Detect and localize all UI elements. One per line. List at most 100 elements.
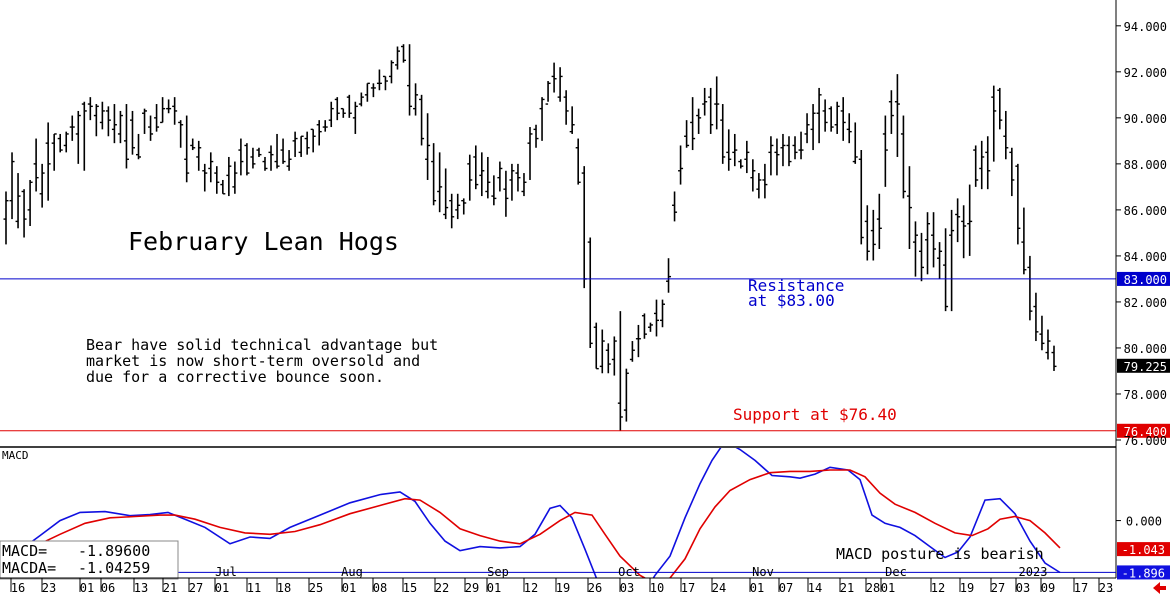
price-bar (413, 83, 419, 116)
price-bar (666, 258, 672, 293)
macd-readout-label: MACD= (2, 542, 47, 560)
price-bars (3, 44, 1057, 431)
y-tick-label: 80.000 (1124, 342, 1167, 356)
macd-badge-label-0: -1.043 (1122, 543, 1165, 557)
price-bar (99, 101, 105, 130)
x-tick-label: 01 (487, 581, 501, 595)
price-bar (310, 128, 316, 153)
price-bar (834, 101, 840, 134)
x-tick-label: 17 (681, 581, 695, 595)
price-bar (479, 152, 485, 197)
price-bar (828, 106, 834, 132)
price-bar (822, 99, 828, 132)
price-bar (527, 127, 533, 180)
x-month-label: 2023 (1019, 565, 1048, 579)
x-tick-label: 01 (881, 581, 895, 595)
x-tick-label: 01 (750, 581, 764, 595)
price-bar (653, 299, 659, 337)
x-tick-label: 29 (465, 581, 479, 595)
price-bar (467, 154, 473, 201)
x-tick-label: 19 (960, 581, 974, 595)
h-line-badge-1 (1117, 423, 1170, 438)
price-bar (172, 97, 178, 125)
x-tick-label: 21 (840, 581, 854, 595)
price-bar (943, 228, 949, 312)
price-bar (292, 131, 298, 157)
price-bar (370, 83, 376, 98)
x-tick-label: 17 (1074, 581, 1088, 595)
price-bar (1021, 207, 1027, 275)
x-tick-label: 03 (620, 581, 634, 595)
x-tick-label: 03 (1016, 581, 1030, 595)
price-bar (286, 150, 292, 171)
price-bar (931, 212, 937, 268)
price-bar (1027, 255, 1033, 321)
price-bar (605, 343, 611, 374)
price-bar (196, 140, 202, 171)
x-tick-label: 07 (779, 581, 793, 595)
price-bar (304, 131, 310, 155)
macd-readout-box (0, 540, 179, 580)
price-bar (925, 212, 931, 275)
price-bar (551, 62, 557, 93)
price-bar (214, 166, 220, 194)
price-bar (334, 97, 340, 121)
price-bar (575, 138, 581, 185)
price-bar (184, 115, 190, 183)
x-tick-label: 27 (189, 581, 203, 595)
price-bar (33, 138, 39, 192)
price-bar (3, 191, 9, 245)
price-bar (419, 94, 425, 146)
price-bar (1015, 163, 1021, 245)
macda-readout-label: MACDA= (2, 559, 56, 577)
price-bar (991, 85, 997, 162)
price-bar (955, 198, 961, 243)
price-bar (45, 122, 51, 201)
price-bar (1003, 110, 1009, 160)
y-tick-label: 90.000 (1124, 112, 1167, 126)
price-bar (780, 133, 786, 167)
y-tick-label: 84.000 (1124, 250, 1167, 264)
price-bar (425, 113, 431, 180)
price-bar (744, 140, 750, 174)
price-bar (485, 156, 491, 199)
price-bar (852, 122, 858, 164)
price-bar (1009, 147, 1015, 197)
x-month-label: Aug (341, 565, 363, 579)
price-bar (696, 108, 702, 134)
x-tick-label: 22 (435, 581, 449, 595)
commentary-line-3: due for a corrective bounce soon. (86, 368, 384, 386)
price-bar (858, 150, 864, 245)
price-bar (816, 87, 822, 144)
x-tick-label: 01 (80, 581, 94, 595)
x-tick-label: 10 (650, 581, 664, 595)
price-bar (882, 115, 888, 187)
price-bar (81, 101, 87, 171)
price-bar (220, 179, 226, 195)
price-bar (455, 193, 461, 220)
price-bar (51, 133, 57, 171)
left-arrow-icon[interactable] (1153, 582, 1166, 594)
price-bar (756, 173, 762, 199)
price-bar (949, 209, 955, 312)
x-tick-label: 09 (1041, 581, 1055, 595)
price-bar (678, 145, 684, 185)
price-bar (792, 136, 798, 160)
price-bar (443, 168, 449, 220)
price-bar (208, 152, 214, 183)
x-month-label: Nov (752, 565, 774, 579)
price-bar (515, 163, 521, 192)
price-bar (105, 106, 111, 137)
price-bar (985, 136, 991, 190)
resistance-label-line2: at $83.00 (748, 291, 835, 310)
price-bar (533, 124, 539, 148)
price-bar (545, 81, 551, 105)
price-bar (340, 107, 346, 118)
price-bar (629, 341, 635, 362)
resistance-label-line1: Resistance (748, 276, 844, 295)
price-bar (690, 97, 696, 151)
price-bar (57, 133, 63, 153)
h-line-badge-label-0: 83.000 (1124, 273, 1167, 287)
x-tick-label: 01 (215, 581, 229, 595)
